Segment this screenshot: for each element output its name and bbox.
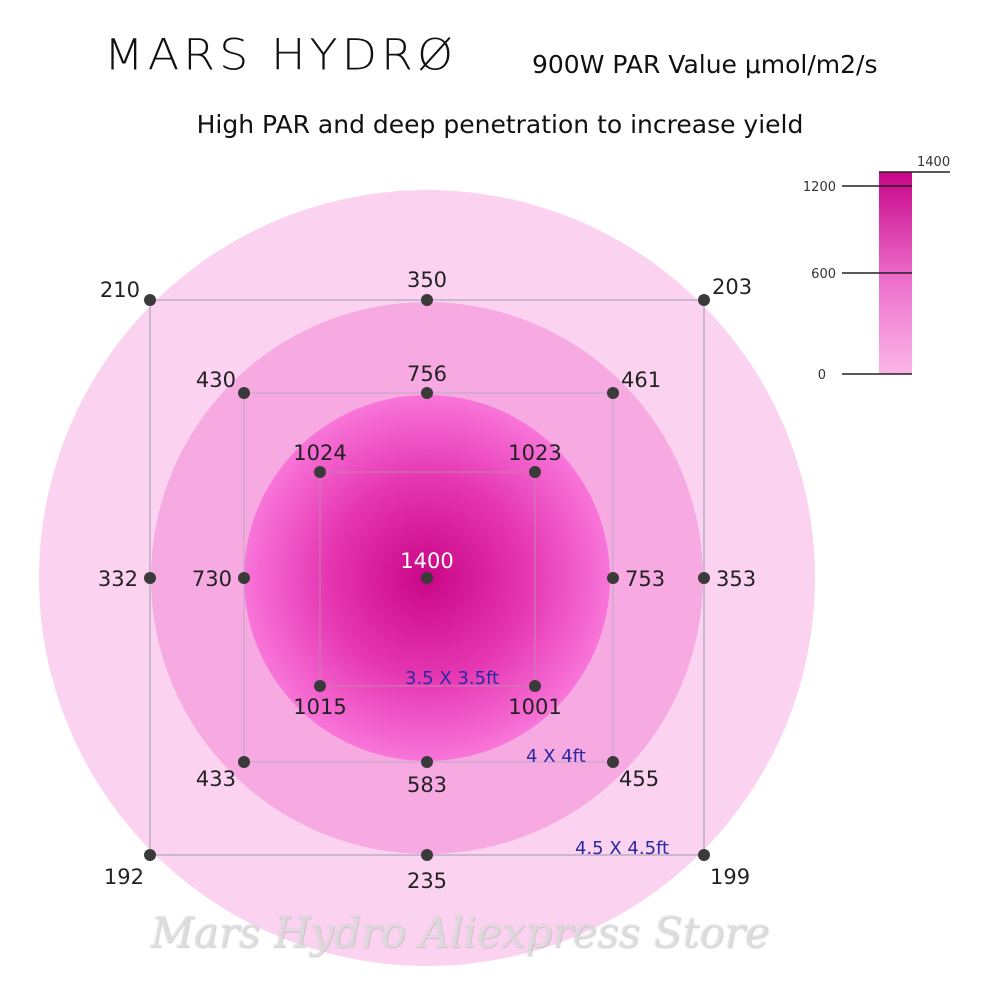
point-middle-tl [238,387,250,399]
area-label-medium: 4 X 4ft [526,746,586,767]
point-outer-b [421,849,433,861]
value-inner-tr: 1023 [508,441,561,465]
point-middle-bl [238,756,250,768]
point-inner-bl [314,680,326,692]
value-middle-br: 455 [619,767,659,791]
point-outer-t [421,294,433,306]
value-outer-tr: 203 [712,275,752,299]
value-middle-t: 756 [407,362,447,386]
point-middle-r [607,572,619,584]
point-middle-b [421,756,433,768]
scale-label-max: 1400 [917,155,950,170]
value-outer-br: 199 [710,865,750,889]
scale-label-0: 0 [818,368,826,383]
par-scale: 1400 1200 600 0 [803,155,950,383]
point-outer-l [144,572,156,584]
brand-logo: MARS HYDRØ [104,30,458,80]
measurement-points [144,294,710,861]
value-outer-b: 235 [407,869,447,893]
store-watermark: Mars Hydro Aliexpress Store [150,908,770,957]
value-inner-bl: 1015 [293,695,346,719]
point-inner-br [529,680,541,692]
area-label-large: 4.5 X 4.5ft [575,838,669,859]
point-middle-tr [607,387,619,399]
value-middle-r: 753 [625,567,665,591]
value-middle-tr: 461 [621,368,661,392]
value-outer-bl: 192 [104,865,144,889]
page-title: 900W PAR Value μmol/m2/s [532,50,878,79]
value-middle-l: 730 [192,567,232,591]
value-outer-tl: 210 [100,278,140,302]
value-outer-t: 350 [407,268,447,292]
point-inner-tl [314,466,326,478]
value-inner-tl: 1024 [293,441,346,465]
value-middle-bl: 433 [196,767,236,791]
point-outer-r [698,572,710,584]
point-middle-br [607,756,619,768]
point-middle-l [238,572,250,584]
value-inner-br: 1001 [508,695,561,719]
inner-square [319,471,536,687]
point-outer-tr [698,294,710,306]
area-label-small: 3.5 X 3.5ft [405,668,499,689]
value-outer-r: 353 [716,567,756,591]
page-subtitle: High PAR and deep penetration to increas… [196,110,804,139]
point-middle-t [421,387,433,399]
point-outer-tl [144,294,156,306]
point-outer-bl [144,849,156,861]
point-center [421,572,433,584]
value-middle-tl: 430 [196,368,236,392]
value-middle-b: 583 [407,773,447,797]
scale-label-600: 600 [811,267,836,282]
point-outer-br [698,849,710,861]
value-center: 1400 [400,549,453,573]
point-inner-tr [529,466,541,478]
value-outer-l: 332 [98,567,138,591]
scale-label-1200: 1200 [803,180,836,195]
